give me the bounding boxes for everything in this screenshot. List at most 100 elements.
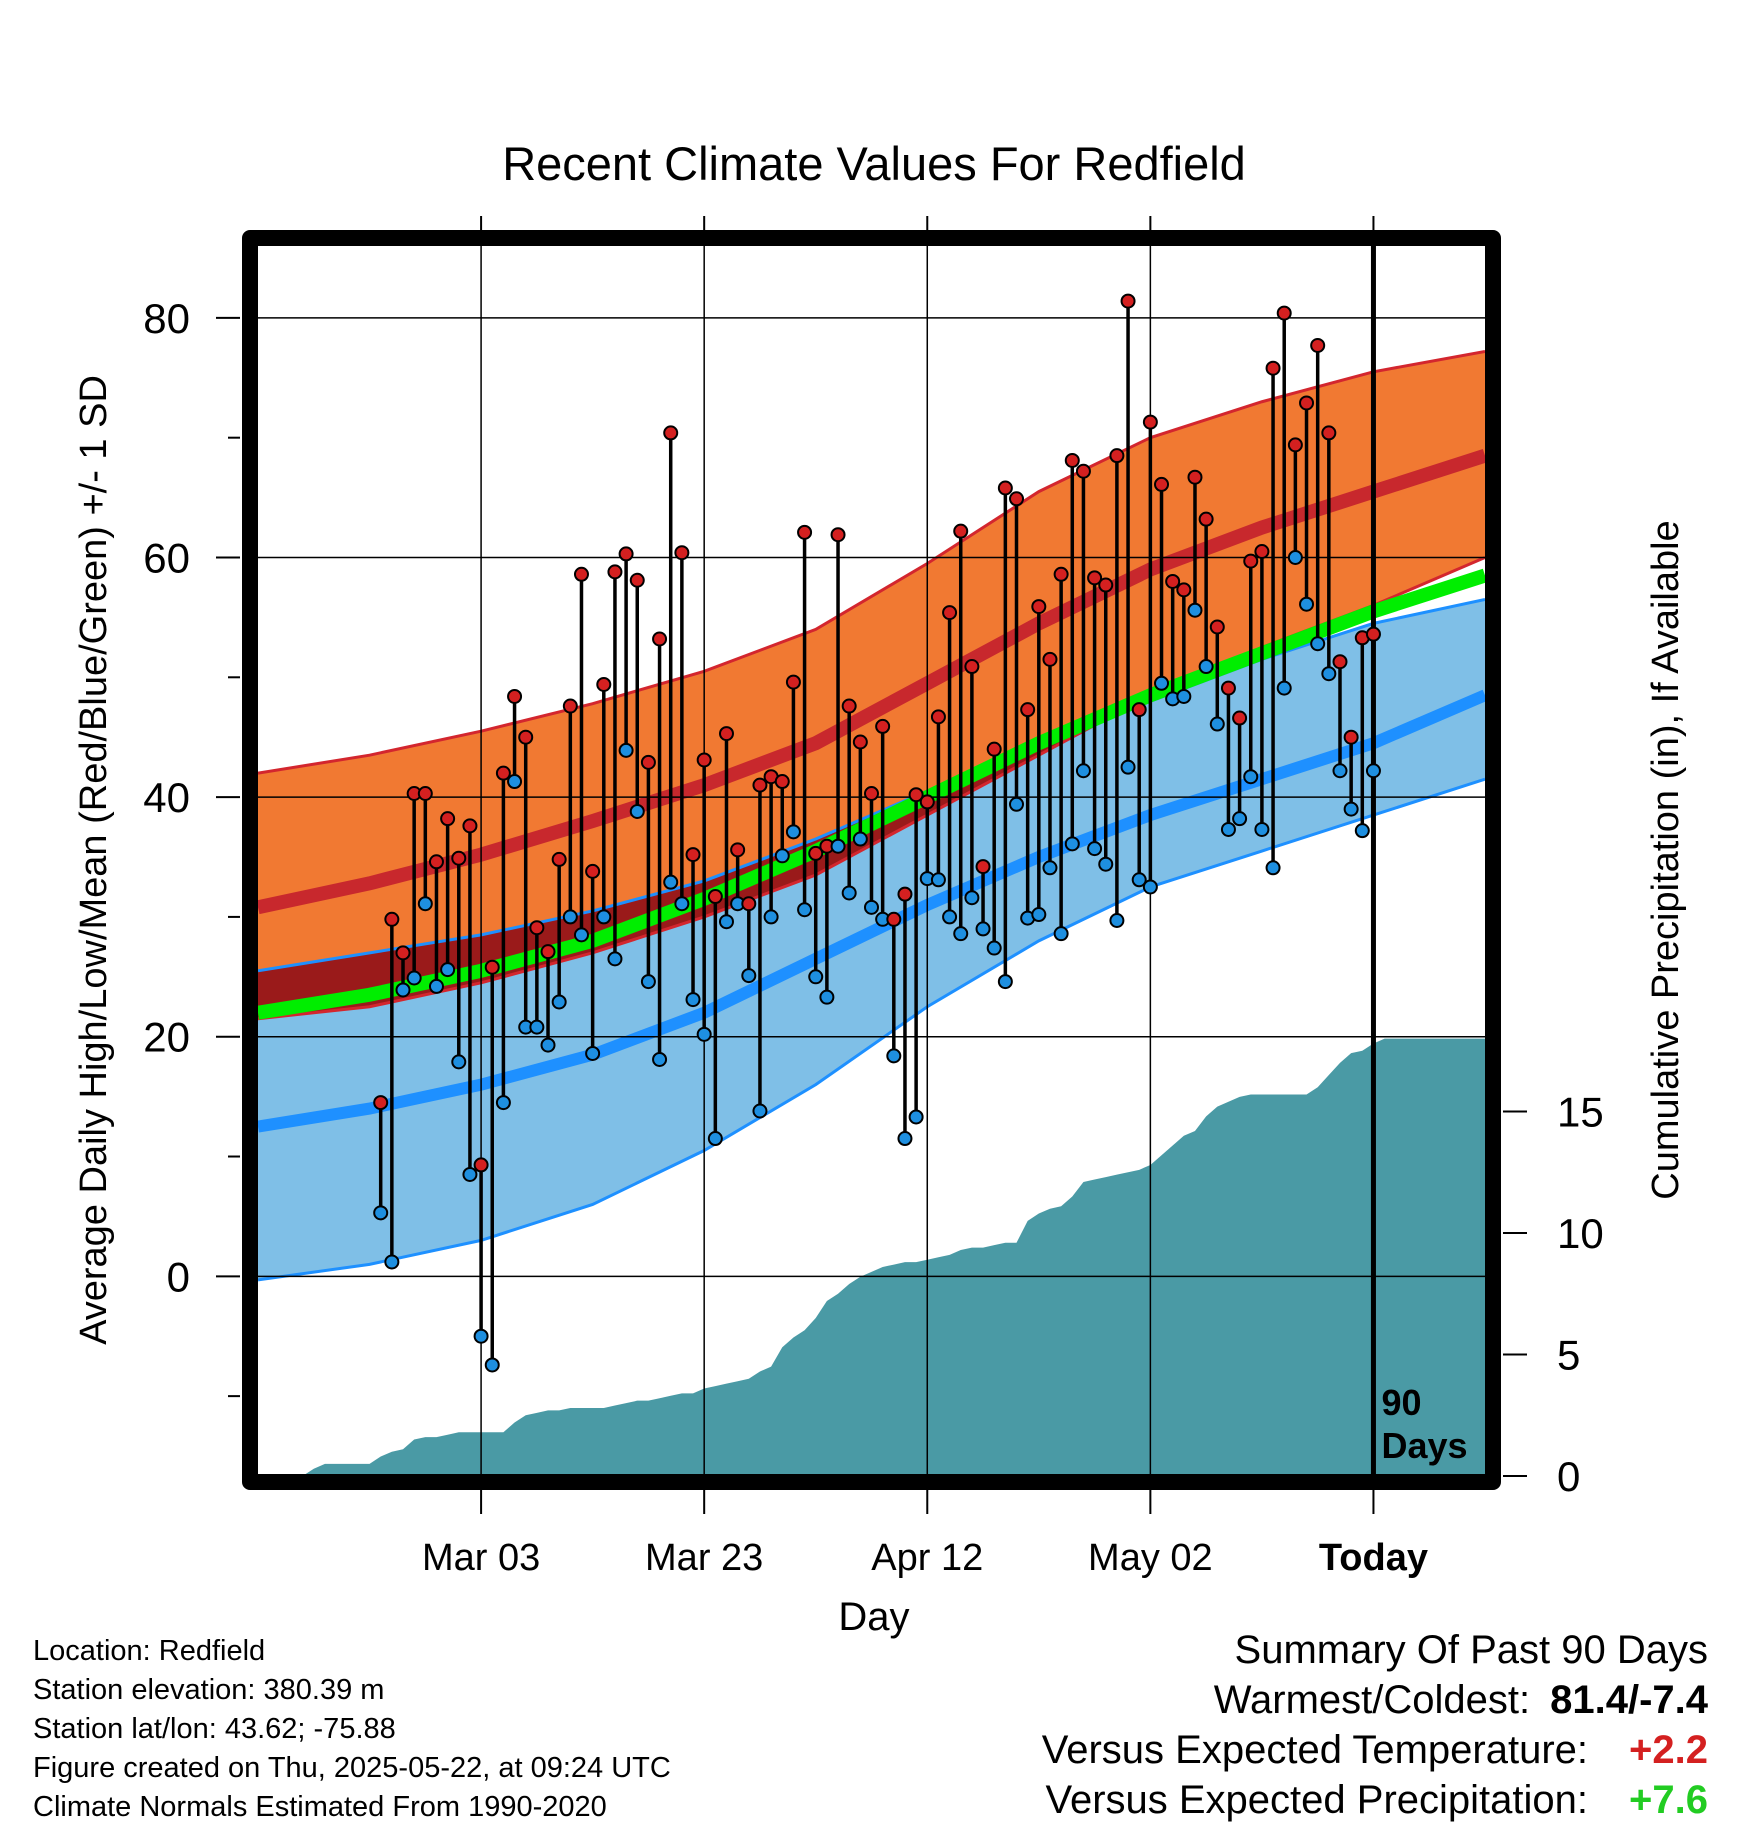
high-sd-band (258, 351, 1485, 1019)
obs-high-point (774, 774, 790, 790)
y-tick-label: 0 (167, 1253, 190, 1300)
obs-low-point (785, 824, 801, 840)
x-tick-label: Today (1319, 1537, 1428, 1579)
obs-high-point (428, 854, 444, 870)
chart-title: Recent Climate Values For Redfield (502, 137, 1246, 190)
obs-low-point (1299, 596, 1315, 612)
obs-high-point (919, 794, 935, 810)
obs-high-point (1020, 702, 1036, 718)
temp-label: Versus Expected Temperature: (1041, 1728, 1588, 1772)
obs-low-point (663, 874, 679, 890)
obs-low-point (1064, 836, 1080, 852)
obs-low-point (752, 1103, 768, 1119)
obs-high-point (1209, 619, 1225, 635)
obs-high-point (1310, 337, 1326, 353)
low-sd-band (258, 599, 1485, 1280)
obs-low-point (1365, 763, 1381, 779)
obs-high-point (573, 566, 589, 582)
obs-low-point (741, 968, 757, 984)
x-tick-label: Mar 23 (645, 1537, 763, 1579)
obs-high-point (975, 859, 991, 875)
obs-low-point (395, 982, 411, 998)
obs-high-point (953, 523, 969, 539)
precip-value: +7.6 (1629, 1778, 1708, 1822)
obs-high-point (562, 698, 578, 714)
obs-low-point (1109, 913, 1125, 929)
obs-high-point (585, 863, 601, 879)
y2-tick-label: 15 (1557, 1089, 1604, 1136)
obs-low-point (1198, 659, 1214, 675)
obs-high-point (596, 676, 612, 692)
obs-high-point (930, 709, 946, 725)
x-axis-label: Day (838, 1595, 909, 1639)
today-days-number: 90 (1381, 1382, 1421, 1423)
obs-high-point (808, 845, 824, 861)
obs-low-point (975, 921, 991, 937)
obs-high-point (1232, 710, 1248, 726)
obs-low-point (819, 989, 835, 1005)
obs-low-point (897, 1131, 913, 1147)
obs-low-point (451, 1054, 467, 1070)
obs-high-point (685, 847, 701, 863)
y-tick-label: 20 (143, 1014, 190, 1061)
obs-low-point (495, 1095, 511, 1111)
obs-high-point (741, 896, 757, 912)
summary-panel: Summary Of Past 90 Days Warmest/Coldest:… (1042, 1625, 1708, 1825)
obs-low-point (1209, 716, 1225, 732)
obs-low-point (585, 1045, 601, 1061)
obs-high-point (696, 752, 712, 768)
obs-low-point (1176, 688, 1192, 704)
obs-high-point (730, 842, 746, 858)
obs-low-point (674, 896, 690, 912)
obs-low-point (1142, 879, 1158, 895)
obs-high-point (417, 786, 433, 802)
y-tick-label: 40 (143, 774, 190, 821)
obs-high-point (629, 572, 645, 588)
obs-high-point (942, 605, 958, 621)
obs-low-point (685, 992, 701, 1008)
today-days-text: Days (1381, 1425, 1467, 1466)
obs-high-point (797, 524, 813, 540)
obs-low-point (707, 1131, 723, 1147)
x-tick-label: Mar 03 (422, 1537, 540, 1579)
y-tick-label: 60 (143, 534, 190, 581)
obs-high-point (1087, 570, 1103, 586)
obs-low-point (596, 909, 612, 925)
obs-high-point (785, 674, 801, 690)
summary-temperature: Versus Expected Temperature: +2.2 (1042, 1725, 1708, 1775)
obs-low-point (808, 969, 824, 985)
obs-high-point (886, 911, 902, 927)
obs-low-point (618, 742, 634, 758)
created-text: Figure created on Thu, 2025-05-22, at 09… (33, 1752, 671, 1784)
obs-low-point (373, 1205, 389, 1221)
obs-high-point (997, 480, 1013, 496)
obs-low-point (507, 774, 523, 790)
plot-frame (242, 230, 1501, 1490)
axes: 0 20 40 60 80 0 5 10 15 Mar 03 Mar 23 Apr 12 May 02 T… (143, 216, 1604, 1579)
latlon-text: Station lat/lon: 43.62; -75.88 (33, 1713, 396, 1745)
obs-low-point (1354, 823, 1370, 839)
obs-low-point (462, 1166, 478, 1182)
summary-warmest: Warmest/Coldest: 81.4/-7.4 (1042, 1675, 1708, 1725)
warmest-label: Warmest/Coldest: (1213, 1678, 1531, 1722)
obs-low-point (1232, 811, 1248, 827)
obs-high-point (1365, 626, 1381, 642)
station-info: Location: Redfield Station elevation: 38… (33, 1632, 671, 1827)
y-axis-label: Average Daily High/Low/Mean (Red/Blue/Gr… (73, 375, 115, 1345)
obs-low-point (774, 848, 790, 864)
obs-low-point (1343, 801, 1359, 817)
obs-low-point (1243, 769, 1259, 785)
obs-high-point (1299, 395, 1315, 411)
obs-low-point (484, 1357, 500, 1373)
obs-low-point (1321, 666, 1337, 682)
obs-high-point (1109, 448, 1125, 464)
obs-low-point (830, 838, 846, 854)
obs-high-point (652, 631, 668, 647)
y2-axis-label: Cumulative Precipitation (in), If Availa… (1645, 520, 1687, 1199)
obs-low-point (908, 1109, 924, 1125)
obs-low-point (384, 1254, 400, 1270)
obs-high-point (1287, 437, 1303, 453)
obs-low-point (1287, 549, 1303, 565)
